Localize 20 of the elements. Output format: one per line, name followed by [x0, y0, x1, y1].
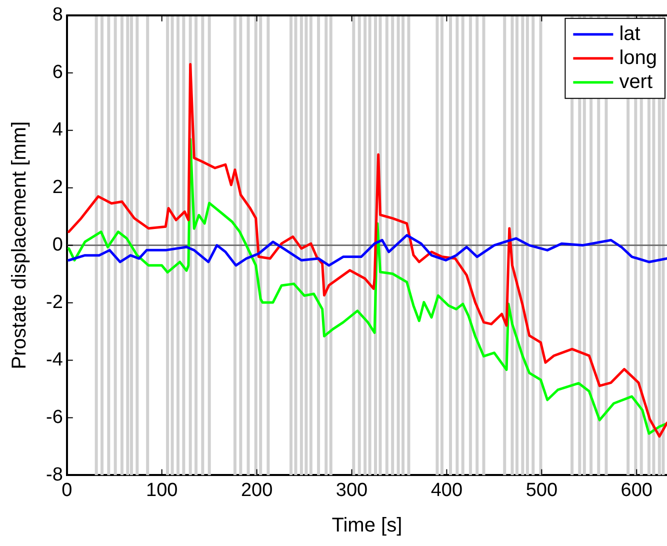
- y-tick-label: 8: [52, 4, 63, 26]
- x-tick-label: 100: [146, 480, 178, 501]
- legend-label: lat: [619, 22, 641, 45]
- x-tick-label: 600: [620, 480, 652, 501]
- y-tick-label: -4: [46, 349, 64, 370]
- y-tick-label: 4: [52, 120, 64, 141]
- y-tick-label: 6: [52, 62, 63, 84]
- x-tick-label: 500: [526, 480, 558, 501]
- y-tick-label: -6: [46, 406, 63, 428]
- y-tick-label: -2: [46, 292, 63, 314]
- x-tick-label: 400: [430, 480, 463, 501]
- y-tick-label: -8: [46, 464, 63, 486]
- x-tick-label: 200: [240, 480, 273, 501]
- x-tick-label: 300: [336, 480, 368, 501]
- y-tick-label: 0: [52, 234, 63, 256]
- x-axis-title: Time [s]: [332, 514, 402, 537]
- legend-label: long: [619, 46, 657, 69]
- y-axis-title: Prostate displacement [mm]: [8, 121, 31, 370]
- y-tick-label: 2: [52, 177, 63, 198]
- legend-label: vert: [619, 70, 653, 93]
